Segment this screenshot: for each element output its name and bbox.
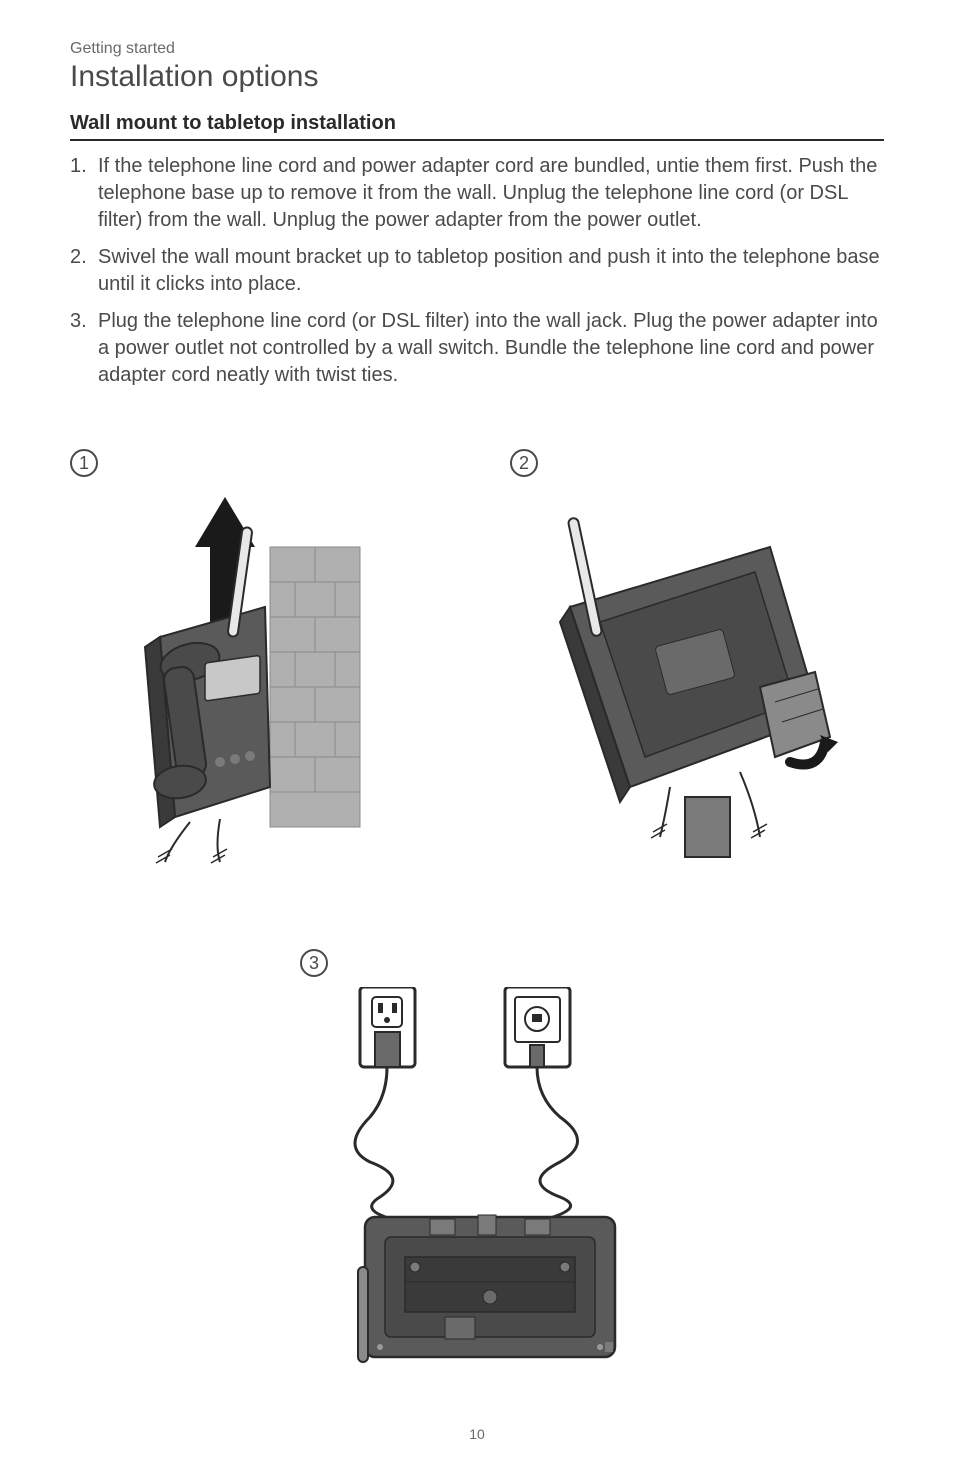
- section-label: Getting started: [70, 40, 884, 58]
- illustration-plug-in: [310, 987, 670, 1372]
- diagram-step-2: 2: [510, 449, 890, 872]
- instruction-list: If the telephone line cord and power ada…: [70, 153, 884, 389]
- step-number-icon: 2: [510, 449, 538, 477]
- diagram-step-3: 3: [300, 949, 700, 1372]
- instruction-item: Plug the telephone line cord (or DSL fil…: [70, 308, 884, 389]
- diagrams-container: 1: [70, 449, 884, 1349]
- step-number-icon: 1: [70, 449, 98, 477]
- sub-heading: Wall mount to tabletop installation: [70, 112, 884, 141]
- instruction-item: If the telephone line cord and power ada…: [70, 153, 884, 234]
- illustration-remove-from-wall: [70, 487, 450, 872]
- illustration-swivel-bracket: [510, 487, 890, 872]
- page-number: 10: [469, 1426, 485, 1442]
- step-number-icon: 3: [300, 949, 328, 977]
- page-title: Installation options: [70, 60, 884, 94]
- instruction-item: Swivel the wall mount bracket up to tabl…: [70, 244, 884, 298]
- diagram-step-1: 1: [70, 449, 450, 872]
